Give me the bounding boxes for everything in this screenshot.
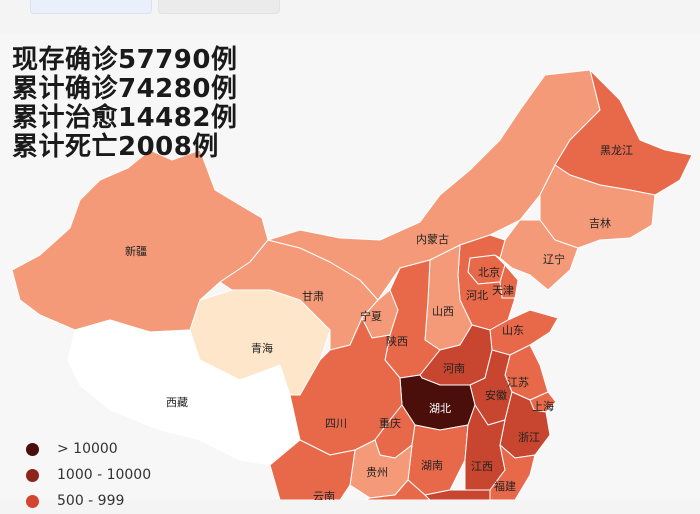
legend-item[interactable]: > 10000 <box>26 436 151 462</box>
label-gansu: 甘肃 <box>302 290 324 303</box>
china-map: 黑龙江 吉林 辽宁 内蒙古 新疆 北京 天津 河北 甘肃 宁夏 山西 山东 青海… <box>11 69 693 500</box>
legend-swatch <box>26 442 39 456</box>
legend-label: 1000 - 10000 <box>57 467 152 483</box>
label-hubei: 湖北 <box>429 402 451 415</box>
label-shanxi: 山西 <box>432 305 454 318</box>
label-anhui: 安徽 <box>485 388 507 402</box>
stat-total-confirmed: 累计确诊74280例 <box>12 74 238 104</box>
label-zhejiang: 浙江 <box>518 431 540 444</box>
label-sichuan: 四川 <box>325 417 347 430</box>
region-fujian[interactable] <box>489 444 536 500</box>
label-yunnan: 云南 <box>313 490 335 500</box>
label-hunan: 湖南 <box>421 459 443 472</box>
label-ningxia: 宁夏 <box>360 309 382 323</box>
label-fujian: 福建 <box>494 479 516 493</box>
label-jiangxi: 江西 <box>471 460 493 473</box>
tab-primary[interactable] <box>30 0 152 14</box>
label-guizhou: 贵州 <box>366 466 388 479</box>
legend-label: 500 - 999 <box>57 493 125 509</box>
top-toolbar <box>0 0 700 34</box>
label-qinghai: 青海 <box>251 341 273 355</box>
region-guangdong[interactable] <box>424 489 491 500</box>
stat-total-cured: 累计治愈14482例 <box>12 103 238 133</box>
label-jilin: 吉林 <box>589 216 611 230</box>
label-liaoning: 辽宁 <box>543 252 565 266</box>
stat-total-dead: 累计死亡2008例 <box>12 132 219 162</box>
label-henan: 河南 <box>443 362 465 375</box>
stats-panel: 现存确诊57790例 累计确诊74280例 累计治愈14482例 累计死亡200… <box>12 46 237 162</box>
label-shandong: 山东 <box>502 324 524 337</box>
label-chongqing: 重庆 <box>379 416 401 430</box>
tab-secondary[interactable] <box>158 0 280 14</box>
label-xinjiang: 新疆 <box>125 244 147 258</box>
legend-item[interactable]: 500 - 999 <box>26 488 151 514</box>
stat-current-confirmed: 现存确诊57790例 <box>12 45 238 75</box>
legend-item[interactable]: 1000 - 10000 <box>26 462 151 488</box>
label-shaanxi: 陕西 <box>386 334 408 348</box>
label-beijing: 北京 <box>478 265 500 279</box>
map-legend: > 10000 1000 - 10000 500 - 999 <box>26 436 151 514</box>
label-jiangsu: 江苏 <box>507 376 529 389</box>
legend-swatch <box>26 494 39 508</box>
region-guizhou[interactable] <box>349 439 413 499</box>
label-hebei: 河北 <box>466 289 488 302</box>
label-shanghai: 上海 <box>532 399 554 413</box>
region-yunnan[interactable] <box>269 439 356 500</box>
legend-swatch <box>26 468 39 482</box>
label-heilongjiang: 黑龙江 <box>600 144 633 157</box>
label-tianjin: 天津 <box>492 284 514 297</box>
label-xizang: 西藏 <box>166 396 188 409</box>
legend-label: > 10000 <box>57 441 118 457</box>
label-neimenggu: 内蒙古 <box>416 232 449 246</box>
